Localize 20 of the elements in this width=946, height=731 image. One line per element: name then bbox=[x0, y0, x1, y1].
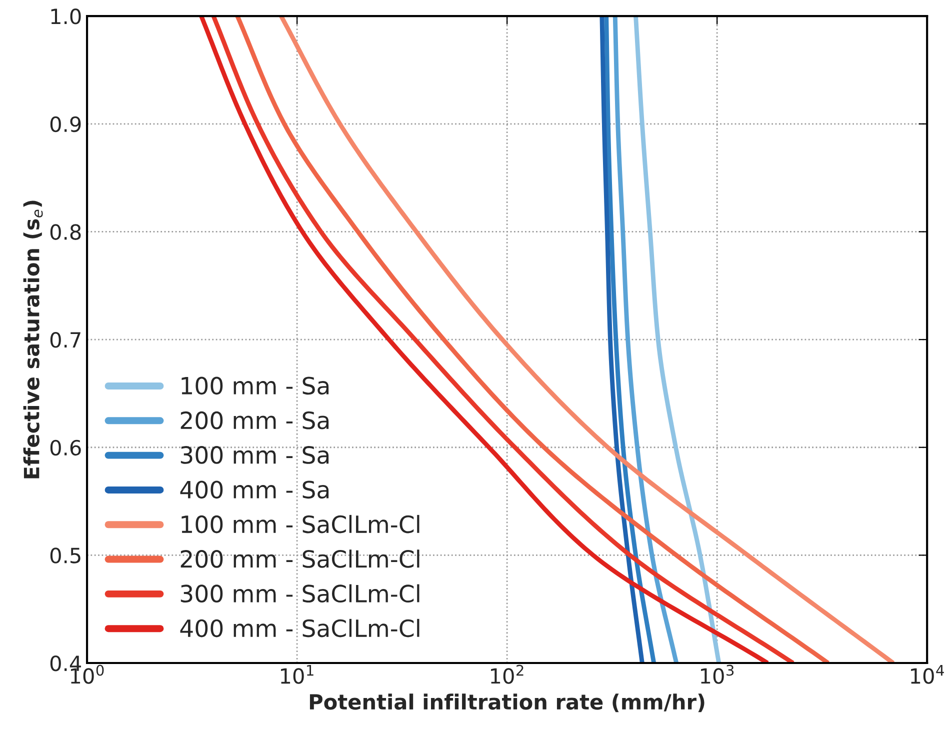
y-tick-label: 0.6 bbox=[50, 440, 81, 456]
legend-label: 300 mm - SaClLm-Cl bbox=[180, 584, 420, 603]
legend-label: 400 mm - Sa bbox=[180, 480, 329, 499]
legend-label: 400 mm - SaClLm-Cl bbox=[180, 618, 420, 638]
x-tick-label: 10$^{3}$ bbox=[701, 664, 734, 684]
x-axis-title: Potential infiltration rate (mm/hr) bbox=[310, 694, 704, 712]
y-tick-label: 0.9 bbox=[50, 116, 81, 132]
legend-label: 100 mm - Sa bbox=[182, 376, 329, 395]
y-tick-label: 0.8 bbox=[50, 224, 81, 240]
legend-label: 200 mm - Sa bbox=[180, 411, 329, 430]
y-tick-label: 1.0 bbox=[51, 8, 81, 24]
y-tick-label: 0.7 bbox=[50, 332, 80, 348]
x-tick-label: 10$^{1}$ bbox=[281, 664, 314, 684]
legend-label: 100 mm - SaClLm-Cl bbox=[182, 514, 420, 534]
legend-label: 300 mm - Sa bbox=[180, 446, 329, 464]
y-axis-title: Effective saturation (s$_{e}$) bbox=[23, 200, 43, 478]
x-tick-label: 10$^{4}$ bbox=[911, 664, 944, 684]
y-tick-label: 0.5 bbox=[50, 548, 80, 564]
x-tick-label: 10$^{2}$ bbox=[491, 664, 524, 684]
legend-label: 200 mm - SaClLm-Cl bbox=[180, 550, 420, 568]
